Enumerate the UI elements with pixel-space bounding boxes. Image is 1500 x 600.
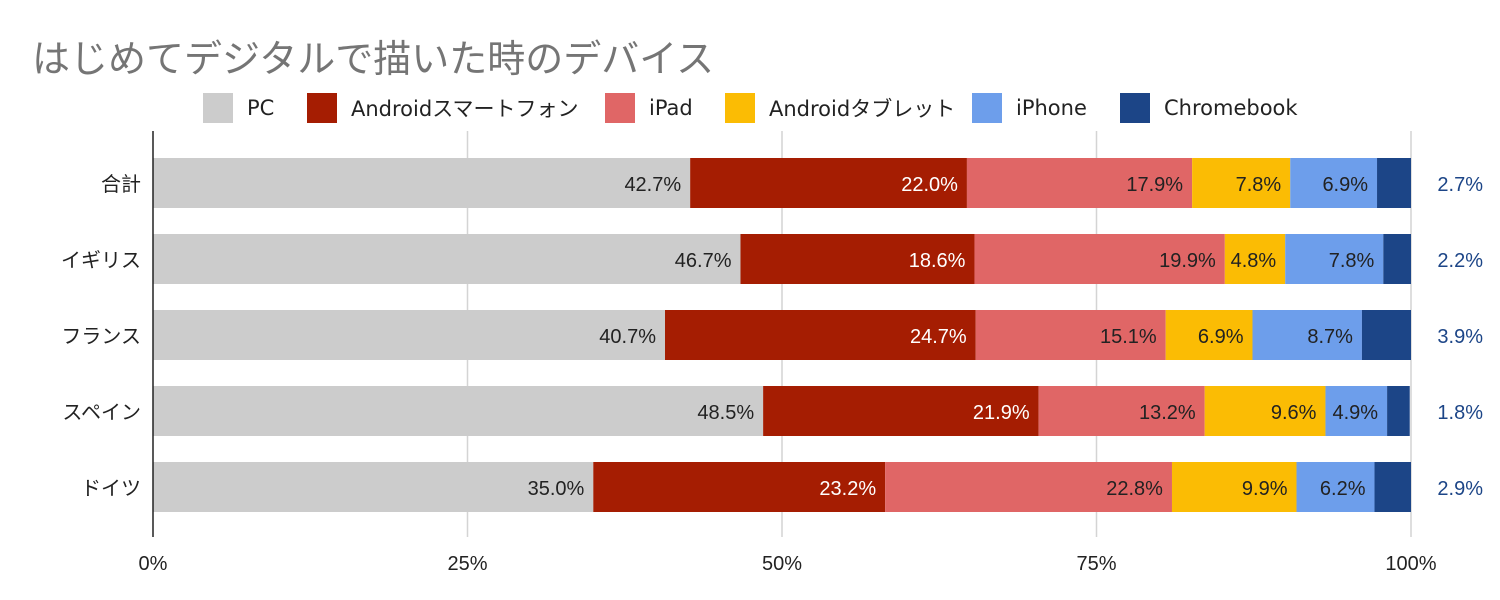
- data-label: 22.0%: [901, 174, 958, 196]
- bar-segment: [763, 386, 1039, 436]
- legend-item: Androidスマートフォン: [307, 93, 579, 123]
- data-label: 1.8%: [1437, 402, 1483, 424]
- legend-swatch: [605, 93, 635, 123]
- bar-segment: [1285, 234, 1384, 284]
- data-label: 48.5%: [697, 402, 754, 424]
- category-label: 合計: [101, 173, 141, 196]
- legend-label: Chromebook: [1164, 96, 1298, 120]
- data-label: 3.9%: [1437, 326, 1483, 348]
- x-tick-label: 100%: [1385, 553, 1436, 575]
- data-label: 13.2%: [1139, 402, 1196, 424]
- bar-segment: [1387, 386, 1410, 436]
- bar-segment: [1252, 310, 1362, 360]
- bar-segment: [1038, 386, 1205, 436]
- data-label: 9.9%: [1242, 478, 1288, 500]
- bar-segment: [1325, 386, 1388, 436]
- category-label: イギリス: [61, 249, 141, 272]
- data-label: 2.9%: [1437, 478, 1483, 500]
- data-label: 24.7%: [910, 326, 967, 348]
- bar-segment: [1165, 310, 1253, 360]
- category-label: スペイン: [62, 402, 141, 424]
- legend: PC Androidスマートフォン iPad Androidタブレット iPhone Ch…: [0, 93, 1500, 123]
- bar-segment: [975, 310, 1166, 360]
- legend-swatch: [972, 93, 1002, 123]
- bar-segment: [153, 386, 764, 436]
- bar-segment: [1296, 462, 1375, 512]
- bar-segment: [885, 462, 1172, 512]
- data-label: 4.8%: [1231, 250, 1277, 272]
- bar-segment: [1224, 234, 1286, 284]
- data-label: 2.2%: [1437, 250, 1483, 272]
- data-label: 8.7%: [1307, 326, 1353, 348]
- legend-item: iPhone: [972, 93, 1087, 123]
- legend-swatch: [725, 93, 755, 123]
- bar-segment: [974, 234, 1225, 284]
- category-label: フランス: [61, 326, 141, 348]
- legend-label: iPad: [649, 96, 693, 120]
- legend-label: PC: [247, 96, 275, 120]
- data-label: 21.9%: [973, 402, 1030, 424]
- legend-swatch: [203, 93, 233, 123]
- data-label: 18.6%: [909, 250, 966, 272]
- data-label: 15.1%: [1100, 326, 1157, 348]
- bar-segment: [1361, 310, 1411, 360]
- x-tick-label: 25%: [447, 553, 487, 575]
- chart-title: はじめてデジタルで描いた時のデバイス: [32, 37, 715, 81]
- data-label: 6.9%: [1322, 174, 1368, 196]
- data-label: 6.2%: [1320, 478, 1366, 500]
- data-label: 35.0%: [528, 478, 585, 500]
- bar-segment: [1192, 158, 1291, 208]
- data-label: 22.8%: [1106, 478, 1163, 500]
- bar-segment: [1383, 234, 1411, 284]
- legend-item: Chromebook: [1120, 93, 1298, 123]
- bar-segment: [740, 234, 975, 284]
- x-tick-label: 50%: [762, 553, 802, 575]
- data-label: 19.9%: [1159, 250, 1216, 272]
- bar-segment: [153, 158, 691, 208]
- bar-segment: [153, 310, 666, 360]
- data-label: 2.7%: [1437, 174, 1483, 196]
- bar-segment: [1171, 462, 1297, 512]
- data-label: 46.7%: [675, 250, 732, 272]
- data-label: 7.8%: [1236, 174, 1282, 196]
- data-label: 4.9%: [1333, 402, 1379, 424]
- bar-segment: [1374, 462, 1411, 512]
- bar-segment: [966, 158, 1193, 208]
- bar-segment: [593, 462, 886, 512]
- legend-label: Androidタブレット: [769, 97, 956, 121]
- data-label: 7.8%: [1329, 250, 1375, 272]
- legend-label: Androidスマートフォン: [351, 97, 579, 121]
- legend-item: PC: [203, 93, 274, 123]
- x-tick-label: 0%: [139, 553, 168, 575]
- legend-label: iPhone: [1016, 96, 1087, 120]
- bar-segment: [153, 234, 741, 284]
- bar-segment: [1377, 158, 1411, 208]
- bar-segment: [153, 462, 594, 512]
- legend-swatch: [307, 93, 337, 123]
- data-label: 40.7%: [599, 326, 656, 348]
- legend-item: iPad: [605, 93, 693, 123]
- data-label: 9.6%: [1271, 402, 1317, 424]
- data-label: 17.9%: [1126, 174, 1183, 196]
- x-tick-label: 75%: [1076, 553, 1116, 575]
- bar-segment: [665, 310, 976, 360]
- data-label: 6.9%: [1198, 326, 1244, 348]
- category-label: ドイツ: [81, 478, 141, 500]
- bar-segment: [1290, 158, 1378, 208]
- legend-item: Androidタブレット: [725, 93, 955, 123]
- data-label: 42.7%: [624, 174, 681, 196]
- legend-swatch: [1120, 93, 1150, 123]
- bar-segment: [1204, 386, 1326, 436]
- data-label: 23.2%: [819, 478, 876, 500]
- bar-segment: [690, 158, 967, 208]
